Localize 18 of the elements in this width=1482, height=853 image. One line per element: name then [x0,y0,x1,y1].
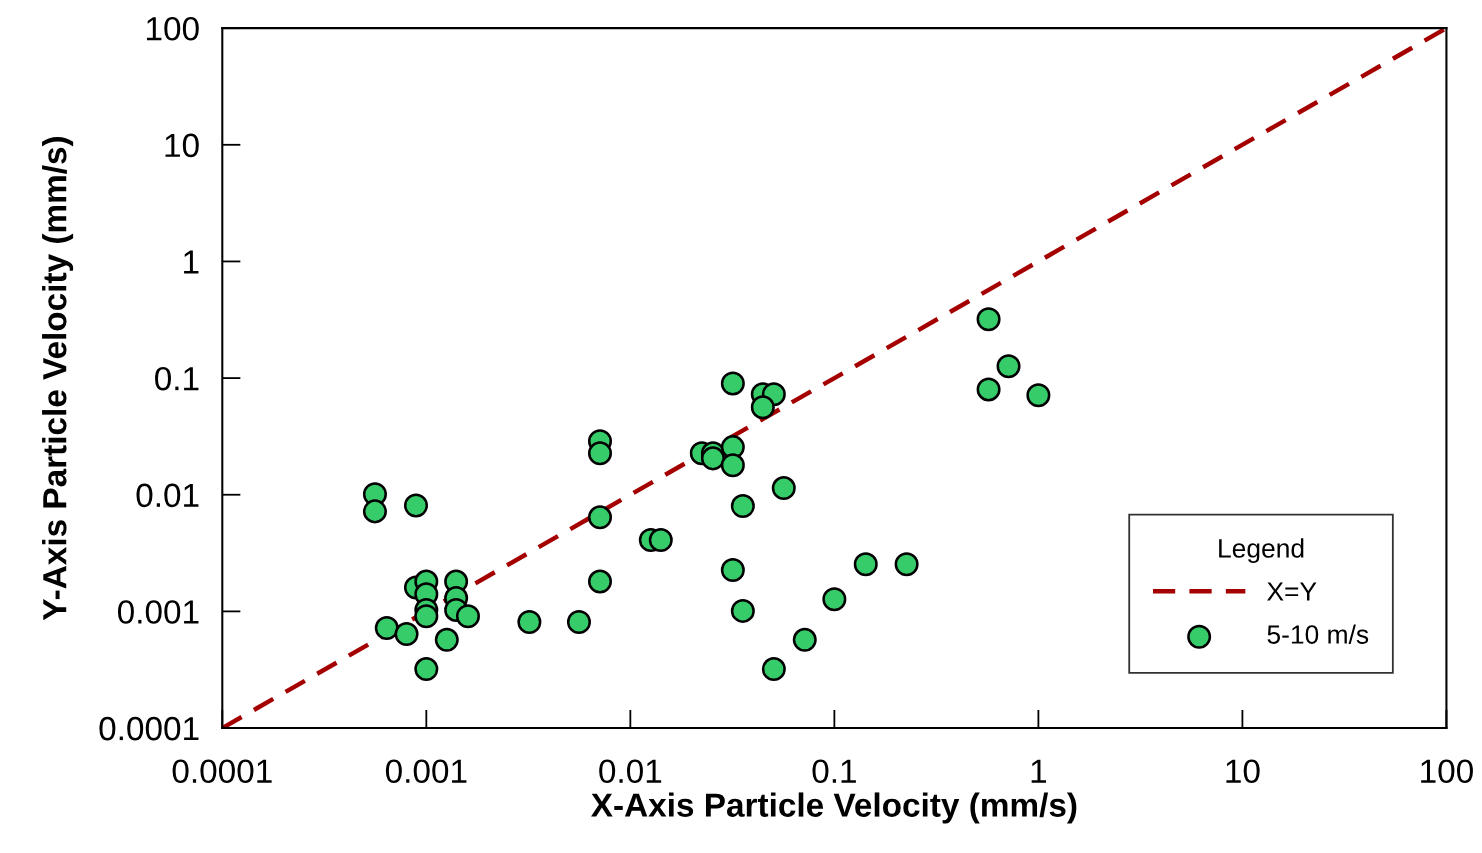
x-tick-label: 0.1 [812,759,856,784]
y-tick-label: 0.0001 [99,716,199,741]
y-axis-title: Y-Axis Particle Velocity (mm/s) [42,137,74,621]
legend-label: 5-10 m/s [1267,624,1369,644]
x-tick-label: 10 [1226,759,1260,784]
x-tick-label: 0.001 [385,759,467,784]
legend-label: X=Y [1267,582,1317,601]
x-tick-label: 1 [1031,759,1047,783]
y-tick-label: 1 [184,250,199,274]
y-tick-label: 0.1 [155,366,199,391]
y-tick-label: 10 [165,133,199,158]
legend-title: Legend [1219,538,1304,563]
y-tick-label: 100 [147,16,199,41]
x-tick-label: 100 [1421,759,1473,784]
y-tick-label: 0.01 [136,483,199,508]
x-axis-title: X-Axis Particle Velocity (mm/s) [591,792,1077,824]
x-tick-label: 0.01 [599,759,662,784]
y-tick-label: 0.001 [117,600,199,624]
